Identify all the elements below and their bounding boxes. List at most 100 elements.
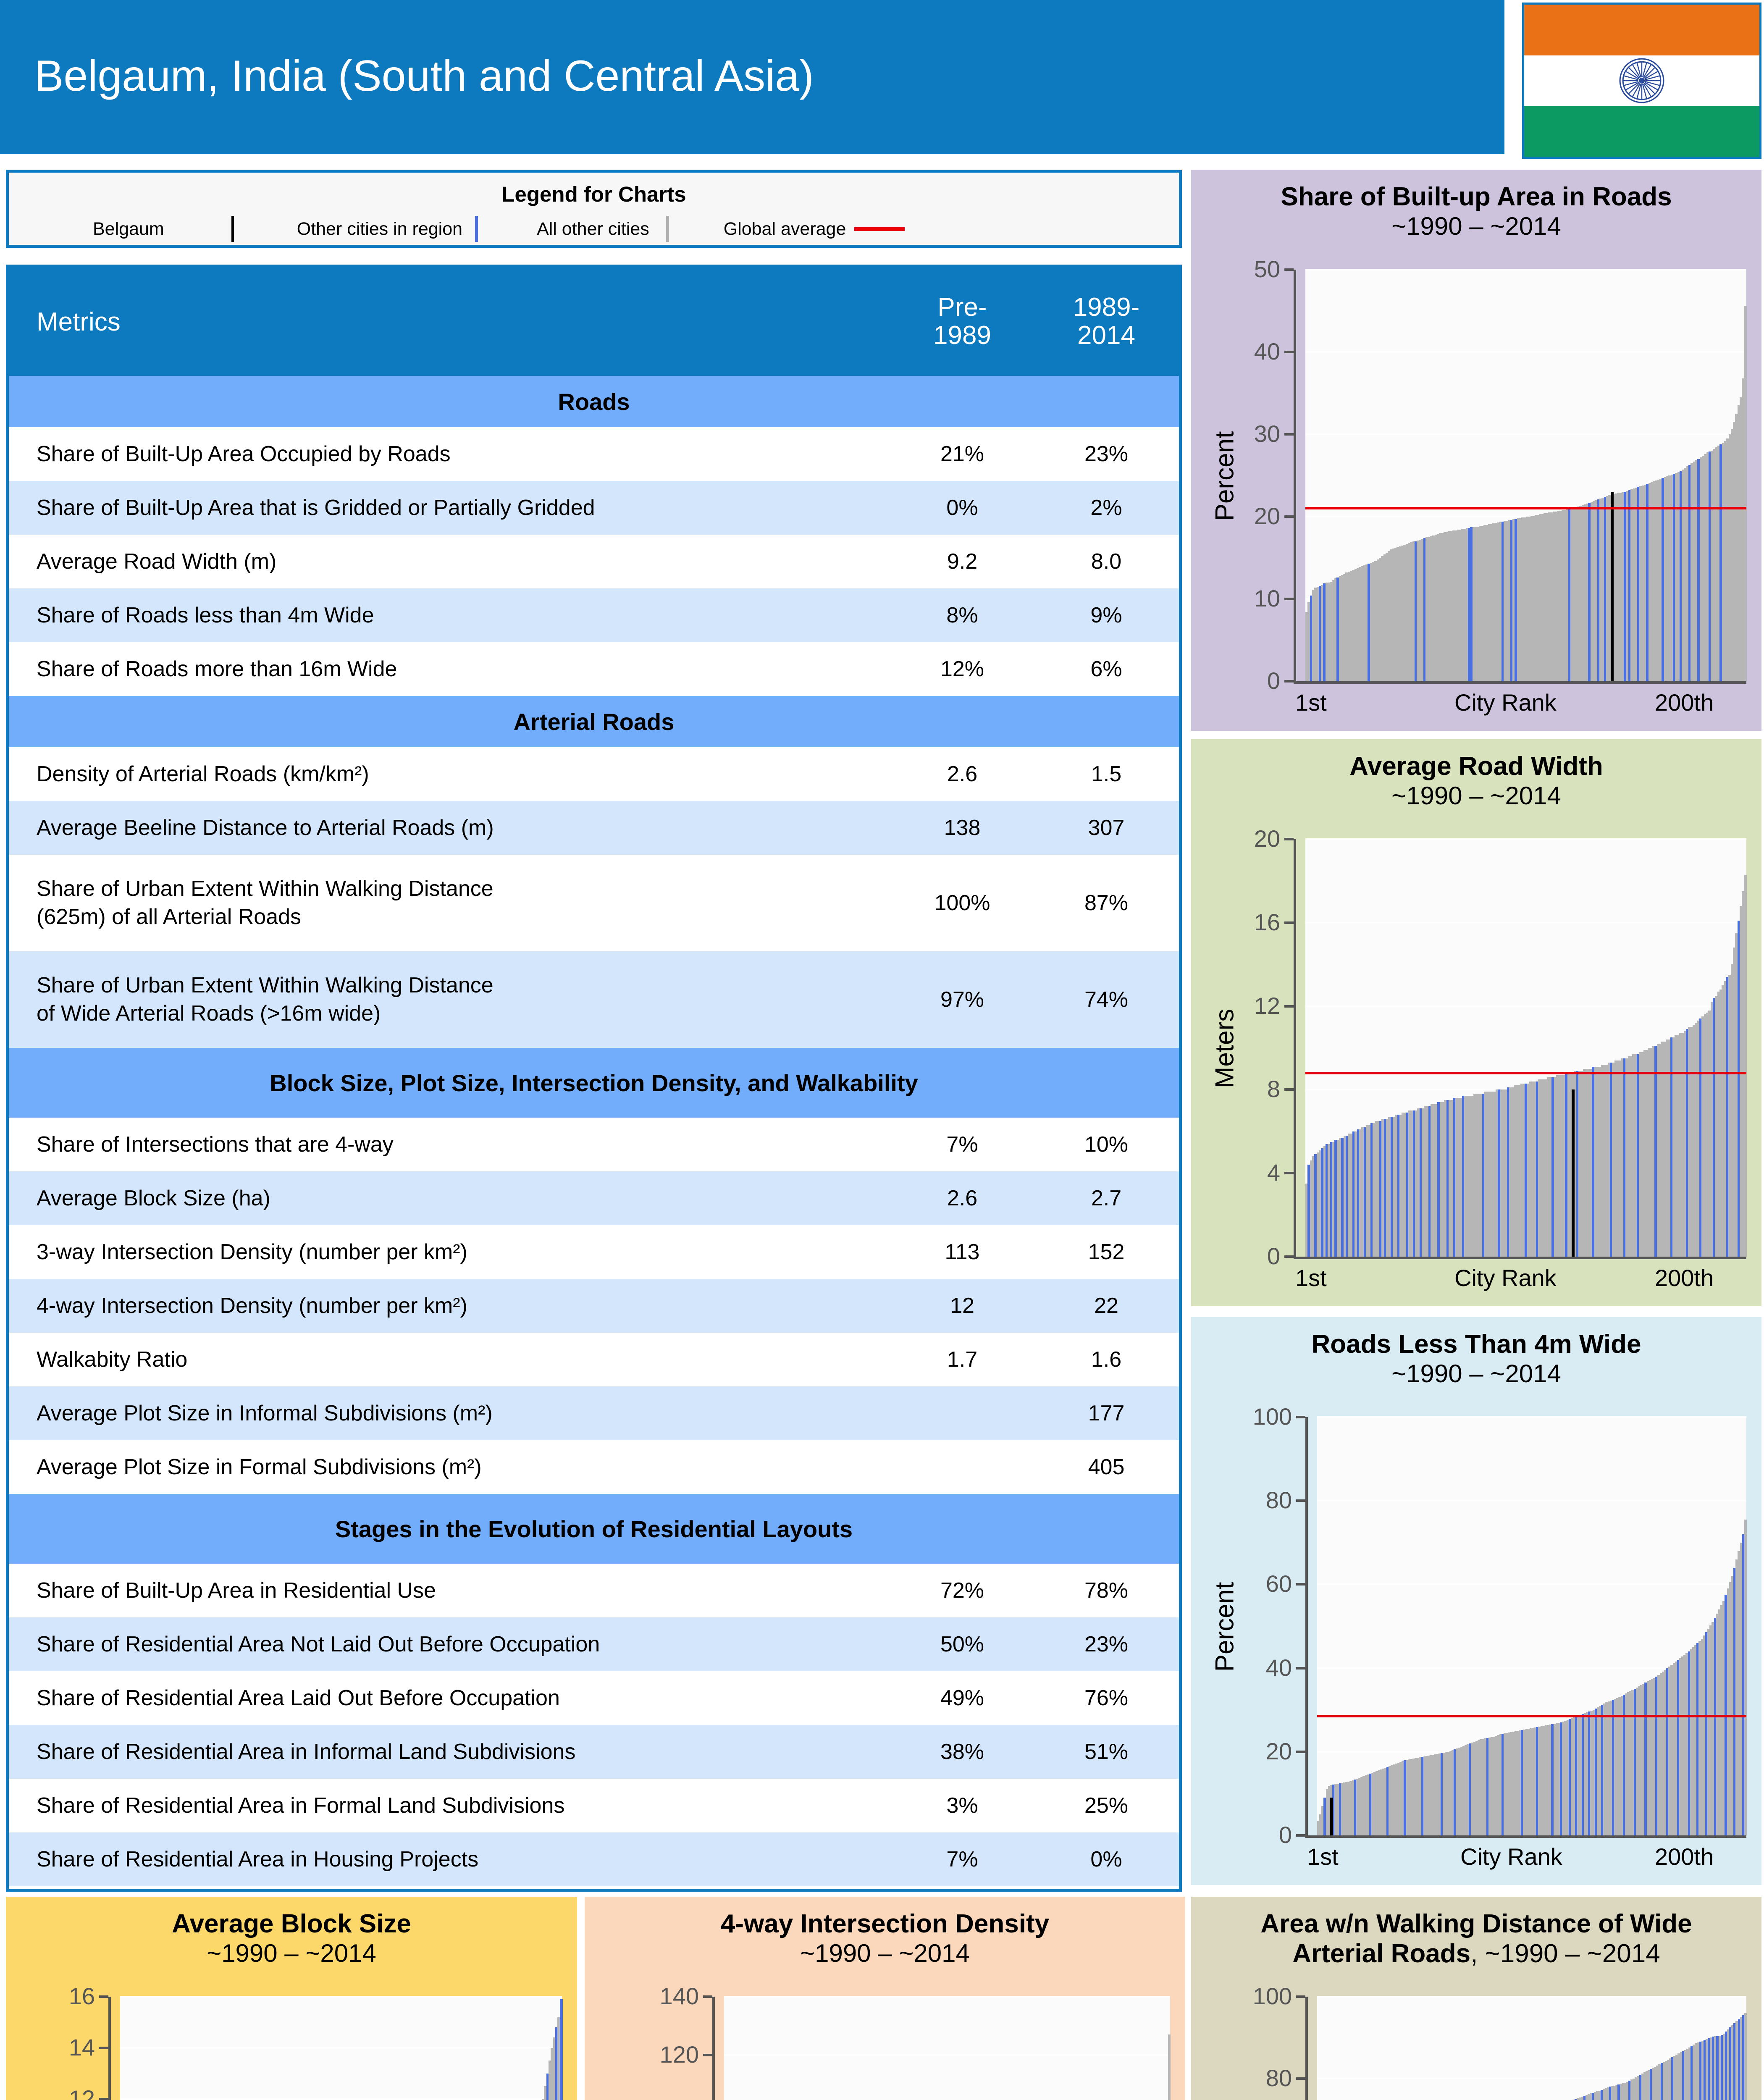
chart-bar [1408,1759,1411,1835]
table-header-pre-1989: Pre- 1989 [891,268,1034,376]
metric-value-1989-2014: 0% [1034,1832,1179,1886]
chart-bar [1737,920,1740,1257]
header-period-line2: 2014 [1077,321,1135,350]
metric-value-pre-1989: 21% [891,427,1034,481]
chart-bar [1603,1064,1606,1257]
chart-bar [1733,422,1736,681]
chart-bar [1731,1576,1734,1835]
chart-bar [1397,1762,1400,1835]
chart-bar [1572,508,1575,681]
chart-bar [1697,459,1701,681]
chart-bar [1604,496,1607,681]
chart-bar [1326,1789,1328,1835]
chart-title: Roads Less Than 4m Wide ~1990 – ~2014 [1191,1317,1761,1388]
chart-bar [1459,530,1462,681]
chart-bar [1490,524,1493,681]
legend-panel: Legend for Charts Belgaum Other cities i… [6,170,1182,248]
chart-bar [1655,480,1658,681]
chart-bar [1336,1139,1339,1257]
chart-y-tick-label: 40 [1254,338,1280,365]
chart-bar [1318,585,1322,681]
chart-bar [1403,544,1406,681]
chart-bar [1701,1638,1704,1835]
chart-bar [1422,1108,1425,1257]
chart-gridline [1305,433,1746,435]
chart-bar [1531,1081,1534,1257]
chart-bar [1653,481,1656,681]
chart-bar [1436,534,1439,681]
chart-bar [1372,562,1375,681]
chart-bar [542,2099,545,2100]
table-header-row: Metrics Pre- 1989 1989- 2014 [9,268,1179,376]
chart-bar [559,1999,563,2100]
chart-bar [1583,504,1586,681]
chart-bar [1639,2075,1642,2100]
chart-bar [1714,1618,1717,1835]
chart-bar [1718,1609,1721,1835]
chart-bar [1646,1681,1649,1835]
chart-y-tick [99,2097,108,2100]
chart-y-axis-title: Percent [1210,431,1239,521]
chart-bar [1706,452,1709,681]
chart-bar [1435,1104,1438,1257]
chart-bar [1467,1744,1470,1835]
chart-bar [1609,2087,1612,2100]
chart-bar [1612,1062,1615,1257]
chart-bar [1305,1184,1308,1257]
chart-gridline [1305,1005,1746,1007]
chart-bar [1525,1083,1528,1257]
chart-bar [1735,414,1738,681]
chart-bar [1475,526,1478,681]
chart-bar [1423,538,1427,681]
chart-bar [1686,1029,1689,1257]
chart-y-tick-label: 12 [1254,992,1280,1019]
chart-bar [1614,1060,1617,1257]
chart-bar [1363,1127,1367,1257]
chart-bar [1693,461,1696,681]
chart-y-tick-label: 60 [1265,1570,1292,1597]
chart-bar [1696,1643,1700,1835]
chart-bar [1499,521,1502,681]
chart-bar [1384,1767,1387,1835]
chart-bar [1592,1710,1595,1835]
chart-y-tick [1296,1834,1305,1837]
chart-bar [1706,1012,1709,1257]
chart-bar [1650,1048,1653,1257]
chart-bar [1374,561,1377,681]
chart-bar [1605,1064,1608,1257]
chart-bar [1359,1129,1362,1257]
chart-bar [1623,1058,1626,1257]
metric-value-1989-2014: 22 [1034,1279,1179,1333]
chart-y-tick [703,2054,712,2057]
chart-bar [1383,554,1386,681]
chart-bar [1449,1100,1452,1257]
chart-bar [1609,1062,1613,1257]
chart-bar [1620,2084,1622,2100]
chart-bar [1677,472,1680,681]
chart-bar [1538,1079,1541,1257]
chart-bar [1612,494,1615,681]
chart-gridline [1305,838,1746,840]
chart-bar [1628,490,1631,681]
chart-bar [1448,531,1451,681]
chart-gridline [1305,269,1746,270]
metric-value-pre-1989: 12 [891,1279,1034,1333]
chart-y-tick [1284,433,1294,436]
metric-value-pre-1989: 50% [891,1617,1034,1671]
chart-bar [1314,587,1317,681]
chart-bar [1641,2074,1644,2100]
chart-bar [1471,1096,1474,1257]
chart-bar [1740,397,1743,681]
chart-bar [1657,479,1660,681]
chart-y-tick-label: 40 [1265,1654,1292,1681]
chart-bar [1549,1725,1552,1835]
chart-x-tick-label-last: 200th [1655,1843,1714,1870]
chart-bar [1482,1094,1486,1257]
chart-bar [1668,1040,1671,1257]
metric-value-1989-2014: 23% [1034,427,1179,481]
chart-bar [1404,1760,1407,1835]
chart-bar [1473,1741,1476,1835]
metric-value-pre-1989: 7% [891,1832,1034,1886]
chart-bar [1666,476,1669,681]
chart-bar [1328,1144,1331,1257]
